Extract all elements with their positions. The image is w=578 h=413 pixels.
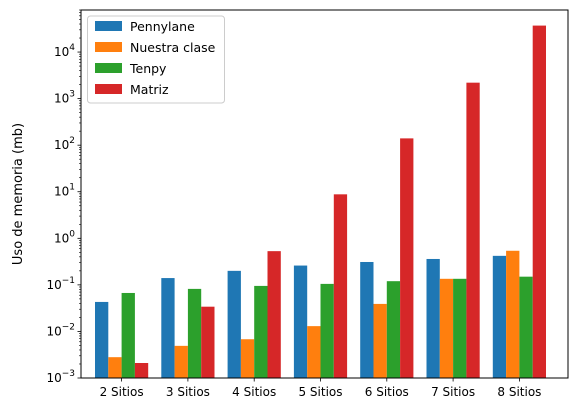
bar-pennylane-6 <box>360 261 374 378</box>
y-tick-label: 10−1 <box>46 276 75 292</box>
legend-swatch <box>95 42 122 52</box>
y-tick-label: 104 <box>54 43 75 59</box>
x-axis-ticks: 2 Sitios 3 Sitios 4 Sitios 5 Sitios 6 Sitios… <box>100 378 541 399</box>
legend-swatch <box>95 84 122 94</box>
x-tick-label: 4 Sitios <box>232 385 276 399</box>
y-tick-label: 102 <box>54 136 75 152</box>
bar-tenpy-3 <box>187 288 202 378</box>
bar-tenpy-4 <box>254 285 268 378</box>
bar-matriz-7 <box>466 82 480 379</box>
bar-nuestra-clase-8 <box>506 250 520 378</box>
bar-nuestra-clase-5 <box>307 326 321 378</box>
x-tick-label: 5 Sitios <box>298 385 342 399</box>
bar-matriz-5 <box>333 194 348 378</box>
bar-tenpy-7 <box>453 278 467 378</box>
legend: Pennylane Nuestra clase Tenpy Matriz <box>87 15 225 104</box>
bar-pennylane-4 <box>227 270 241 378</box>
legend-swatch <box>95 63 122 73</box>
bar-nuestra-clase-7 <box>439 278 454 378</box>
bar-pennylane-7 <box>426 258 440 378</box>
y-tick-label: 10−2 <box>46 322 75 338</box>
bar-matriz-2 <box>134 363 149 378</box>
bar-tenpy-5 <box>320 283 334 378</box>
legend-label: Nuestra clase <box>130 40 216 55</box>
bar-matriz-8 <box>532 25 546 379</box>
bar-nuestra-clase-4 <box>240 339 255 378</box>
legend-box <box>87 15 225 104</box>
x-tick-label: 7 Sitios <box>431 385 475 399</box>
bar-matriz-4 <box>267 251 281 378</box>
y-axis-label: Uso de memoria (mb) <box>11 123 26 265</box>
bars-layer <box>95 25 546 379</box>
bar-pennylane-3 <box>161 278 175 378</box>
bar-pennylane-5 <box>293 265 308 378</box>
bar-matriz-3 <box>201 306 215 378</box>
bar-tenpy-6 <box>386 281 401 378</box>
legend-swatch <box>95 21 122 31</box>
bar-tenpy-8 <box>519 276 533 378</box>
y-tick-label: 10−3 <box>46 369 75 385</box>
bar-nuestra-clase-2 <box>108 357 122 378</box>
y-tick-label: 101 <box>54 183 75 199</box>
bar-pennylane-2 <box>95 301 109 378</box>
x-tick-label: 6 Sitios <box>365 385 409 399</box>
legend-label: Pennylane <box>130 19 195 34</box>
x-tick-label: 8 Sitios <box>497 385 541 399</box>
bar-nuestra-clase-3 <box>174 345 188 378</box>
x-tick-label: 3 Sitios <box>166 385 210 399</box>
bar-tenpy-2 <box>121 292 135 378</box>
bar-nuestra-clase-6 <box>373 303 387 378</box>
legend-label: Tenpy <box>129 61 167 76</box>
y-tick-label: 100 <box>54 229 75 245</box>
legend-label: Matriz <box>130 82 169 97</box>
bar-matriz-6 <box>400 138 414 378</box>
y-axis-ticks: 10−3 10−2 10−1 100 101 102 103 104 <box>46 9 81 385</box>
x-tick-label: 2 Sitios <box>100 385 144 399</box>
y-tick-label: 103 <box>54 90 75 106</box>
bar-pennylane-8 <box>492 255 507 378</box>
plot-frame <box>80 9 569 379</box>
